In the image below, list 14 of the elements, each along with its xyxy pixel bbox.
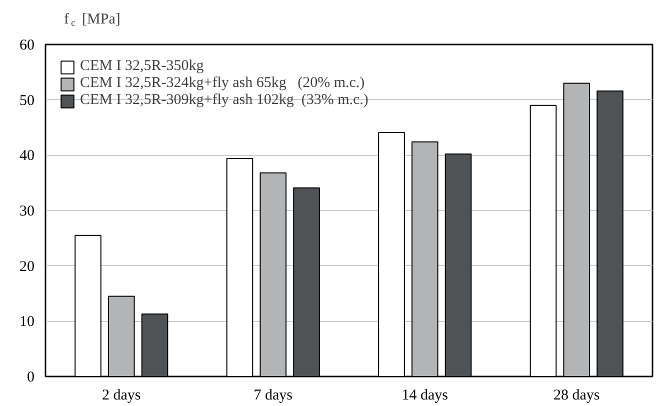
x-tick-label: 2 days xyxy=(102,388,141,404)
y-tick-label: 0 xyxy=(27,370,34,386)
y-tick-label: 10 xyxy=(20,314,34,330)
y-tick-label: 60 xyxy=(20,38,34,54)
x-tick-label: 7 days xyxy=(254,388,293,404)
x-tick-label: 14 days xyxy=(402,388,448,404)
legend-label: CEM I 32,5R-309kg+fly ash 102kg (33% m.c.) xyxy=(80,92,368,109)
x-tick-label: 28 days xyxy=(554,388,600,404)
legend-label: CEM I 32,5R-324kg+fly ash 65kg (20% m.c.) xyxy=(80,75,365,92)
y-tick-label: 50 xyxy=(20,92,34,109)
legend-label: CEM I 32,5R-350kg xyxy=(80,58,204,75)
y-tick-label: 20 xyxy=(20,258,34,275)
y-tick-label: 30 xyxy=(20,204,34,220)
y-tick-label: 40 xyxy=(20,148,34,164)
